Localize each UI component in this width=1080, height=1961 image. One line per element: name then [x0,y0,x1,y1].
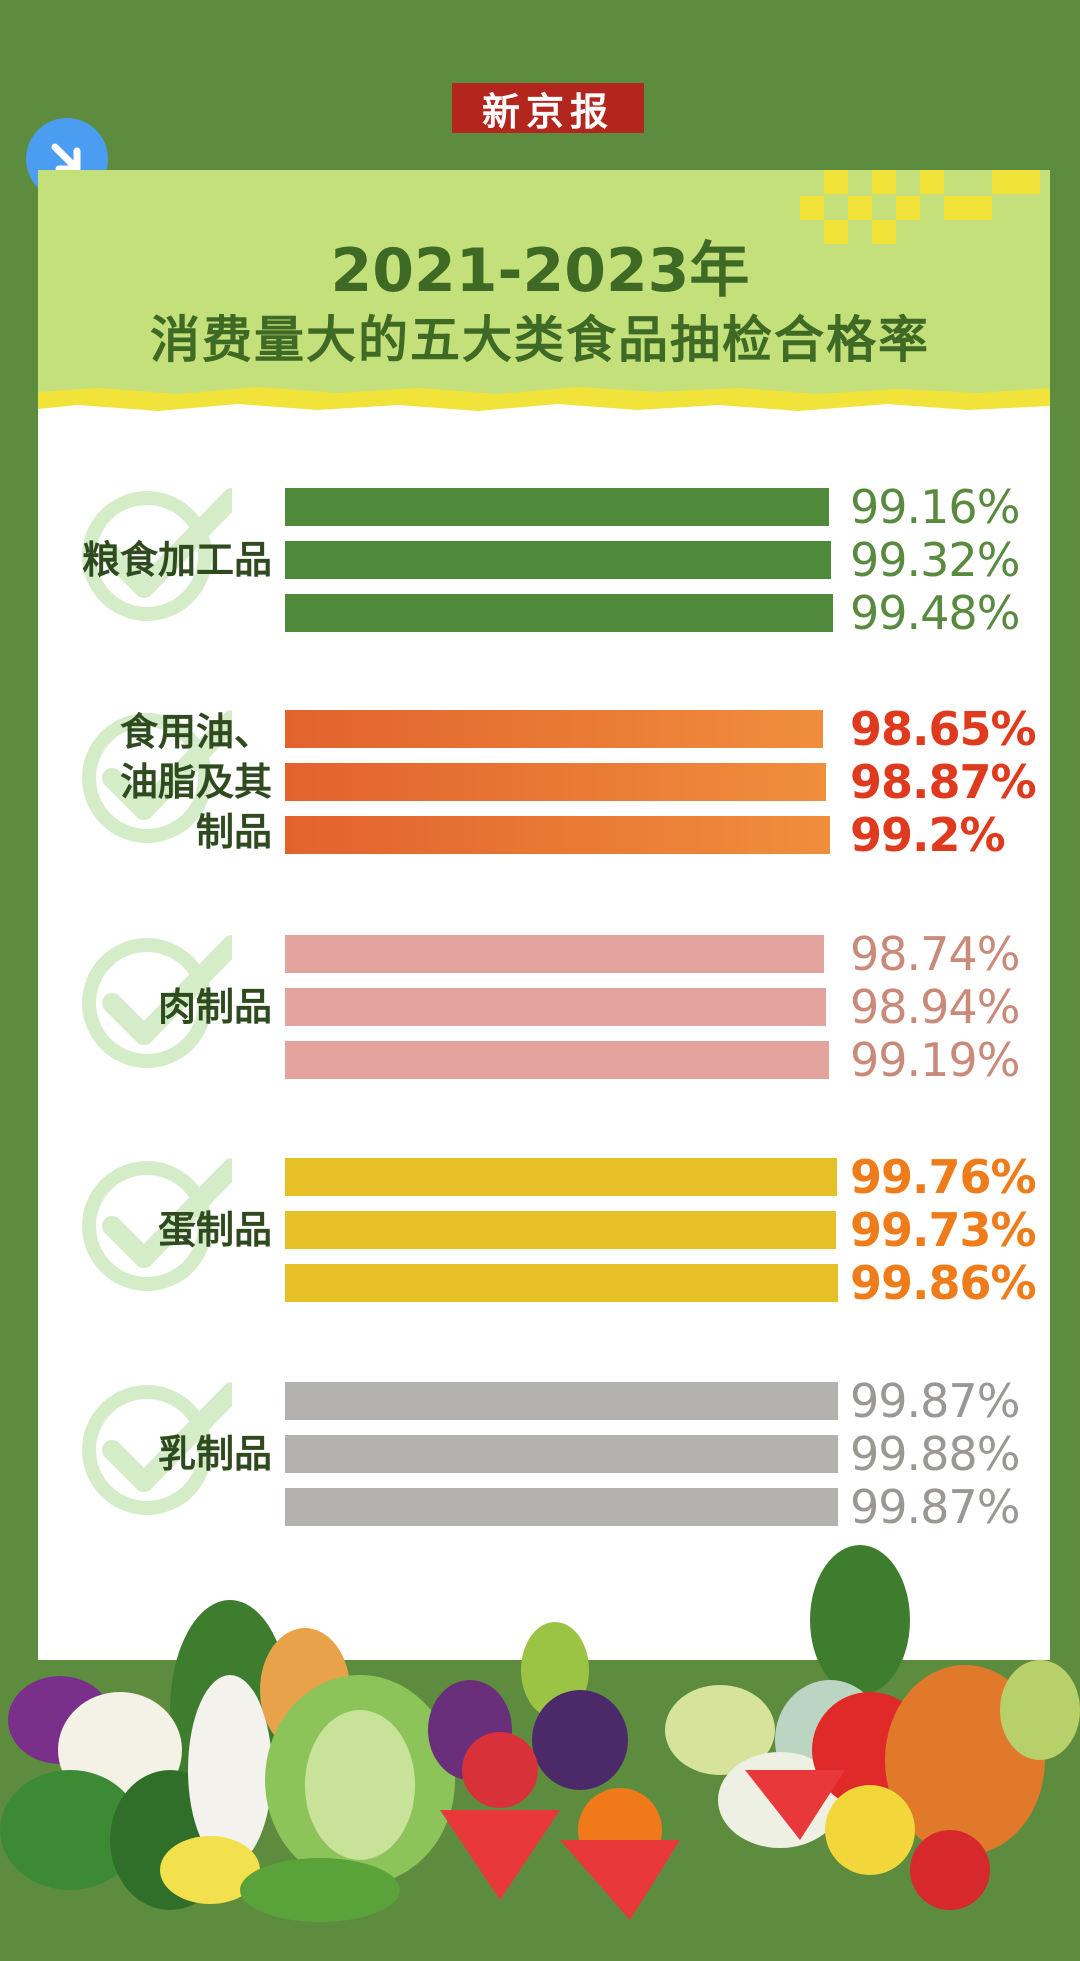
checkmark-icon [82,1146,242,1300]
chart-title: 2021-2023年 [330,236,750,306]
bar [285,488,830,526]
value-label: 98.74% [850,927,1020,981]
value-label: 98.87% [850,755,1037,809]
bar [285,594,834,632]
category-label-line: 蛋制品 [157,1208,272,1252]
category-label-line: 粮食加工品 [81,538,272,582]
category-label-line: 食用油、 [119,710,272,754]
value-label: 99.86% [850,1256,1037,1310]
value-label: 99.19% [850,1033,1020,1087]
bar [285,541,832,579]
bar [285,763,826,801]
category-label: 食用油、油脂及其制品 [40,707,272,857]
value-label: 99.87% [850,1374,1020,1428]
value-label: 99.48% [850,586,1020,640]
bar [285,1211,837,1249]
category-label-line: 肉制品 [157,985,272,1029]
value-label: 99.16% [850,480,1020,534]
bar [285,1264,838,1302]
category-label-line: 油脂及其 [119,760,272,804]
bar [285,710,823,748]
value-label: 99.2% [850,808,1006,862]
bar [285,1041,830,1079]
value-label: 99.88% [850,1427,1020,1481]
bar [285,935,824,973]
checkmark-icon [82,698,242,852]
category-label: 蛋制品 [40,1205,272,1255]
bar [285,1435,838,1473]
category-label: 粮食加工品 [40,535,272,585]
checkmark-icon [82,923,242,1077]
vegetables-illustration [0,1545,1080,1961]
bar [285,988,827,1026]
tape-decoration [38,387,1050,411]
bar [285,1158,837,1196]
value-label: 98.94% [850,980,1020,1034]
category-label: 肉制品 [40,982,272,1032]
category-label-line: 制品 [195,810,272,854]
value-label: 99.73% [850,1203,1037,1257]
brand-logo: 新京报 [452,83,644,134]
header-band [38,170,1050,400]
value-label: 99.32% [850,533,1020,587]
checkmark-icon [82,1370,242,1524]
checkmark-icon [82,476,242,630]
value-label: 99.87% [850,1480,1020,1534]
chart-subtitle: 消费量大的五大类食品抽检合格率 [150,311,930,369]
bar [285,816,830,854]
value-label: 99.76% [850,1150,1037,1204]
category-label: 乳制品 [40,1429,272,1479]
bar [285,1488,838,1526]
category-label-line: 乳制品 [157,1432,272,1476]
value-label: 98.65% [850,702,1037,756]
checker-decoration [800,170,1040,244]
bar [285,1382,838,1420]
